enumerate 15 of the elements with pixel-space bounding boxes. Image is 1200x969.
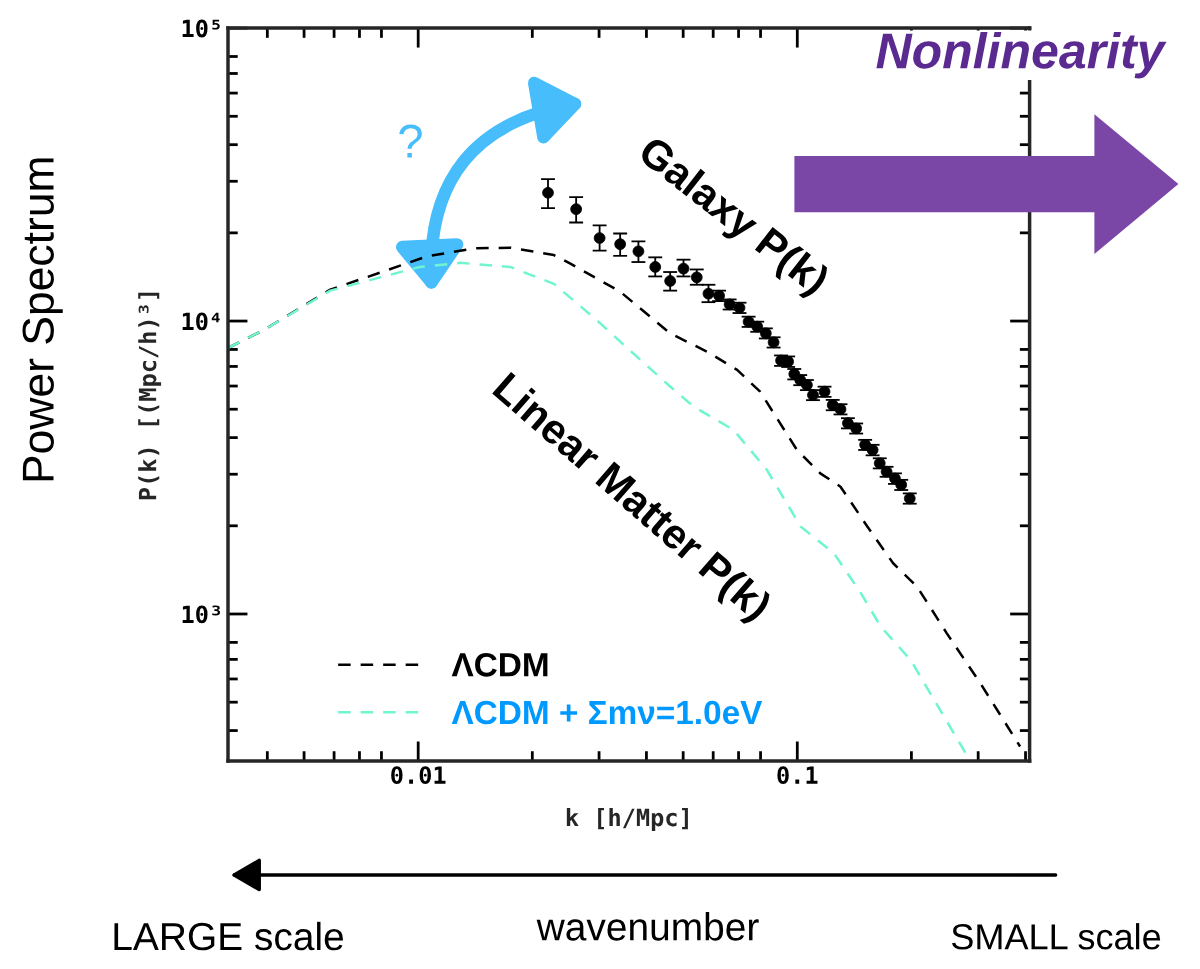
x-axis-title: k [h/Mpc] (566, 808, 688, 831)
text: wavenumber (536, 912, 759, 941)
legend-label: ΛCDM + Σmν=1.0eV (451, 700, 763, 725)
y-tick-label: 10⁵ (182, 19, 220, 38)
annotation: Nonlinearity (876, 31, 1167, 79)
y-tick-label: 10⁴ (182, 312, 220, 331)
text: SMALL scale (951, 923, 1161, 950)
y-axis-title: P(k) [(Mpc/h)³] (138, 292, 162, 500)
x-tick-label: 0.01 (391, 766, 446, 785)
text: LARGE scale (114, 921, 343, 951)
y-tick-label: 10³ (182, 605, 221, 624)
text: Power Spectrum (22, 158, 63, 481)
annotation: ? (399, 124, 422, 158)
x-tick-label: 0.1 (777, 766, 818, 785)
legend-label: ΛCDM (451, 653, 548, 677)
